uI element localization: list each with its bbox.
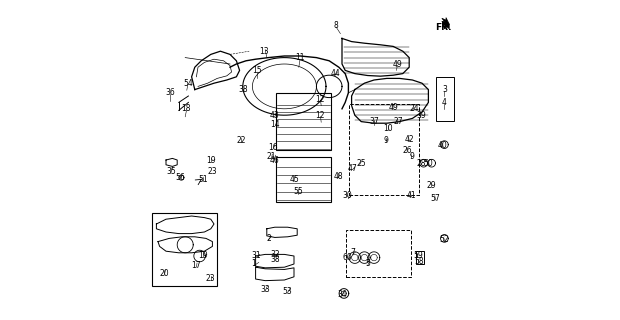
Text: 47: 47 bbox=[348, 164, 358, 172]
Text: 26: 26 bbox=[402, 146, 412, 155]
Text: 33: 33 bbox=[260, 285, 270, 294]
Text: 3: 3 bbox=[442, 85, 447, 94]
Text: 53: 53 bbox=[283, 287, 293, 296]
Text: 17: 17 bbox=[192, 261, 202, 270]
Text: 18: 18 bbox=[182, 104, 191, 113]
Text: 9: 9 bbox=[409, 152, 414, 161]
Text: 8: 8 bbox=[333, 21, 338, 30]
Text: 59: 59 bbox=[413, 252, 423, 260]
Text: 50: 50 bbox=[423, 159, 433, 168]
Text: 44: 44 bbox=[330, 69, 340, 78]
Text: 10: 10 bbox=[384, 124, 393, 132]
Text: 54: 54 bbox=[183, 79, 193, 88]
Bar bbox=[436, 77, 454, 121]
Text: 9: 9 bbox=[384, 136, 389, 145]
Text: 49: 49 bbox=[388, 103, 398, 112]
Bar bbox=[346, 230, 412, 277]
Text: 27: 27 bbox=[393, 117, 403, 126]
Text: 7: 7 bbox=[350, 248, 355, 257]
Text: 32: 32 bbox=[270, 250, 280, 259]
Text: 39: 39 bbox=[416, 111, 426, 120]
Text: 28: 28 bbox=[417, 159, 426, 168]
Text: 35: 35 bbox=[166, 167, 175, 176]
Text: 1: 1 bbox=[252, 260, 257, 268]
Text: 38: 38 bbox=[270, 255, 280, 264]
Text: 4: 4 bbox=[442, 98, 447, 107]
Text: 19: 19 bbox=[198, 252, 208, 260]
Text: 19: 19 bbox=[206, 156, 216, 164]
Bar bbox=[277, 93, 331, 150]
Bar bbox=[415, 251, 423, 264]
Text: 42: 42 bbox=[404, 135, 414, 144]
Text: 20: 20 bbox=[159, 269, 169, 278]
Text: 58: 58 bbox=[414, 257, 423, 266]
Text: 55: 55 bbox=[293, 188, 303, 196]
Text: 57: 57 bbox=[430, 194, 440, 203]
Text: 22: 22 bbox=[236, 136, 246, 145]
Text: 23: 23 bbox=[208, 167, 217, 176]
Text: 43: 43 bbox=[270, 111, 280, 120]
Text: 24: 24 bbox=[409, 104, 419, 113]
Text: FR.: FR. bbox=[435, 23, 451, 32]
Text: 25: 25 bbox=[356, 159, 366, 168]
Bar bbox=[152, 213, 217, 286]
Text: 38: 38 bbox=[238, 85, 247, 94]
Text: 34: 34 bbox=[337, 290, 347, 299]
Text: 15: 15 bbox=[252, 66, 262, 75]
Text: 46: 46 bbox=[270, 156, 280, 164]
Text: 16: 16 bbox=[268, 143, 278, 152]
Text: 30: 30 bbox=[342, 191, 352, 200]
Polygon shape bbox=[442, 18, 450, 29]
Text: 23: 23 bbox=[206, 274, 216, 283]
Text: 12: 12 bbox=[315, 111, 324, 120]
Text: 2: 2 bbox=[266, 234, 271, 243]
Text: 12: 12 bbox=[315, 95, 324, 104]
Text: 52: 52 bbox=[440, 236, 450, 244]
Text: 48: 48 bbox=[334, 172, 343, 180]
Text: 41: 41 bbox=[406, 191, 416, 200]
Text: 11: 11 bbox=[295, 53, 304, 62]
Text: 14: 14 bbox=[270, 120, 280, 129]
Text: 31: 31 bbox=[252, 252, 262, 260]
Text: 13: 13 bbox=[259, 47, 268, 56]
Text: 5: 5 bbox=[365, 260, 370, 268]
Text: 36: 36 bbox=[166, 88, 175, 97]
Text: 51: 51 bbox=[198, 175, 208, 184]
Text: 40: 40 bbox=[438, 141, 448, 150]
Bar bbox=[349, 104, 419, 195]
Text: 37: 37 bbox=[369, 117, 379, 126]
Bar bbox=[277, 157, 331, 202]
Text: 45: 45 bbox=[289, 175, 299, 184]
Text: 21: 21 bbox=[267, 152, 277, 161]
Text: 56: 56 bbox=[176, 173, 185, 182]
Text: 49: 49 bbox=[392, 60, 402, 68]
Text: 60: 60 bbox=[343, 253, 352, 262]
Text: 29: 29 bbox=[427, 181, 436, 190]
